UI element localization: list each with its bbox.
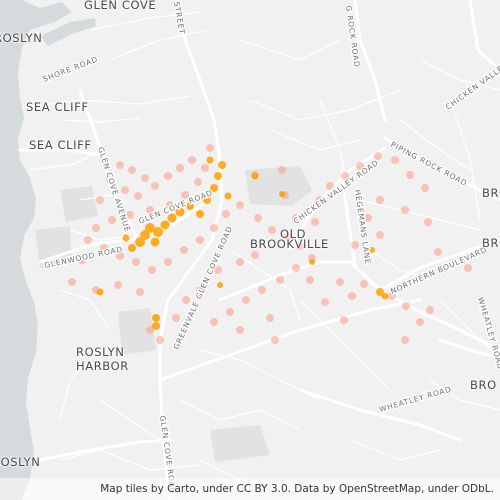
main-roads [18, 0, 500, 500]
east-road-line [468, 0, 500, 72]
place-label-bro-1: BRO [482, 186, 500, 200]
place-label-sea-cliff: SEA CLIFF [26, 100, 89, 114]
place-label-old: OLD [280, 227, 307, 241]
place-label-glen-cove: GLEN COVE [84, 0, 157, 12]
sea-cliff-road-line [18, 148, 102, 157]
chicken-valley-road-line [288, 146, 387, 250]
south-road-line [38, 438, 172, 462]
wheatley-road-east [438, 338, 500, 360]
place-label-bro-2: BRO [482, 236, 500, 250]
place-label-roslyn-harbor-1: ROSLYN [76, 345, 125, 359]
glen-cove-road-line [158, 0, 224, 500]
map-attribution[interactable]: Map tiles by Carto, under CC BY 3.0. Dat… [0, 478, 500, 500]
wheatley-road-line [298, 388, 462, 442]
glen-cove-creek-water [40, 18, 96, 46]
glen-cove-avenue-line [78, 88, 140, 242]
northern-boulevard-east [378, 238, 500, 292]
place-label-roslyn-bottom: ROSLYN [0, 455, 41, 469]
northern-boulevard-line [218, 260, 500, 352]
hotspot-points [96, 156, 389, 330]
piping-rock-road-line [383, 136, 500, 202]
place-label-roslyn-harbor-2: HARBOR [76, 359, 129, 373]
rock-road-line [353, 0, 387, 122]
hempstead-harbor-water [0, 0, 72, 500]
place-label-bro-3: BRO [470, 378, 497, 392]
place-label-brookville: BROOKVILLE [250, 237, 329, 251]
place-label-sea-cliff-2: SEA CLIFF [29, 138, 92, 152]
density-points [68, 144, 472, 344]
hegemans-lane-line [340, 170, 357, 267]
parcel-areas [35, 166, 312, 462]
place-label-roslyn-top: ROSLYN [0, 31, 43, 45]
route-25a-line [158, 298, 422, 382]
